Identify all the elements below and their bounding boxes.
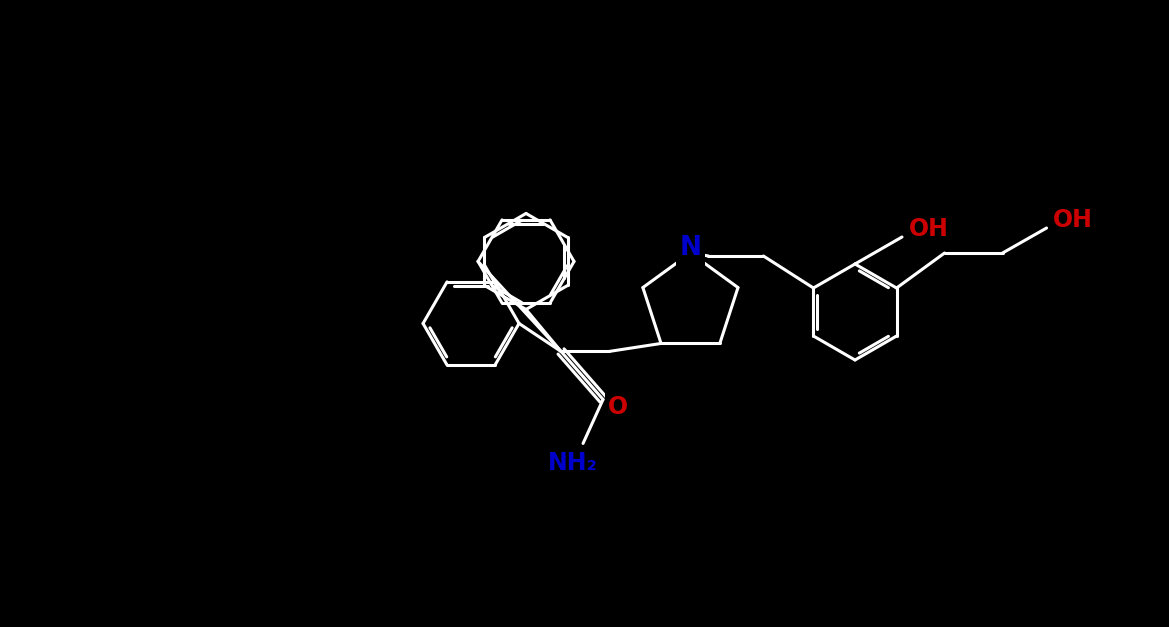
- Text: OH: OH: [1052, 208, 1093, 232]
- Text: N: N: [679, 238, 701, 264]
- Text: O: O: [608, 396, 628, 419]
- Text: N: N: [679, 235, 701, 261]
- Text: OH: OH: [909, 217, 949, 241]
- Text: NH₂: NH₂: [548, 451, 599, 475]
